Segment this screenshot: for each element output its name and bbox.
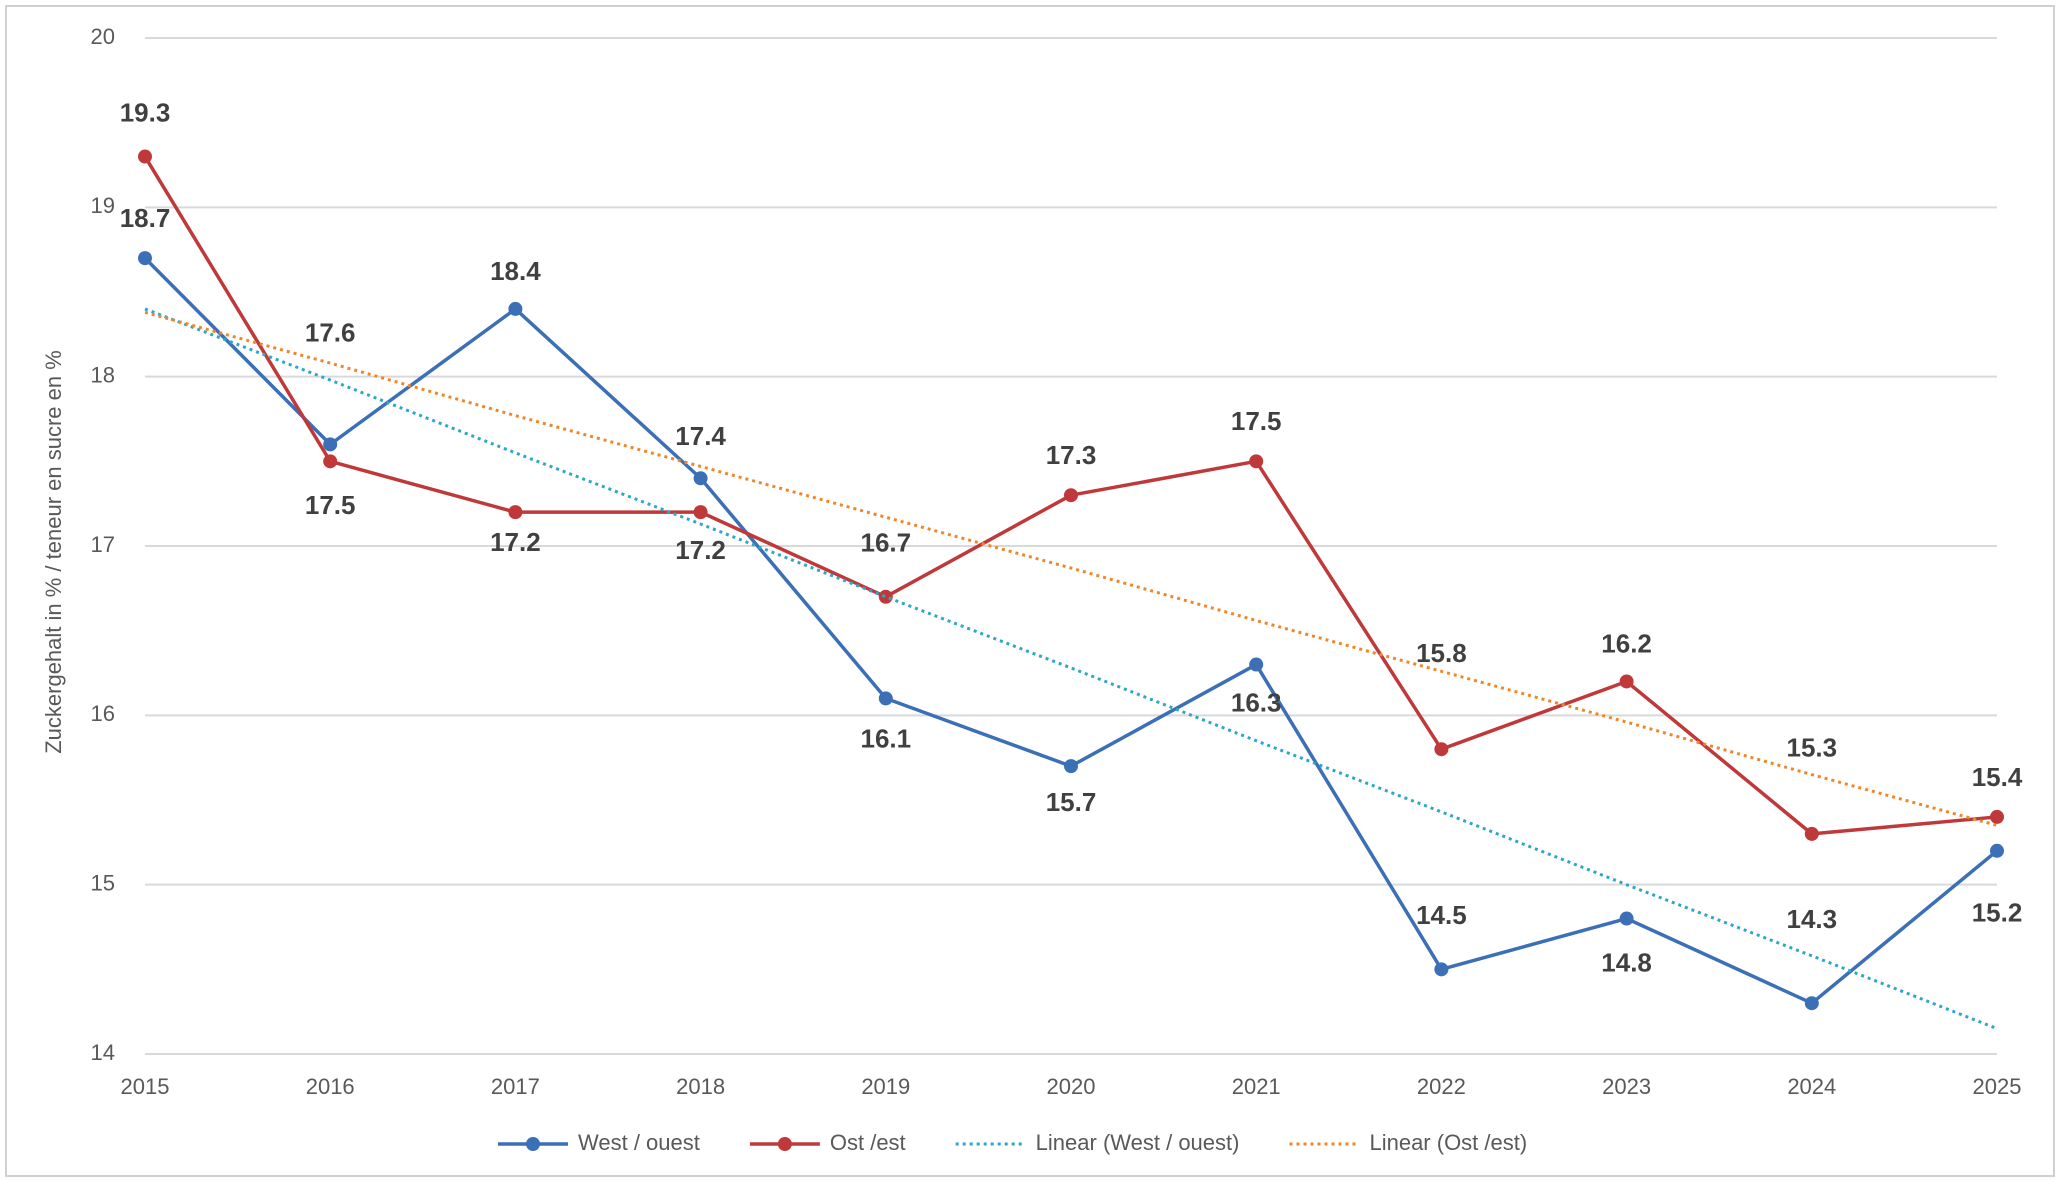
point	[1434, 742, 1449, 757]
point	[138, 251, 152, 266]
point	[1804, 826, 1819, 841]
legend-label: Ost /est	[830, 1130, 906, 1155]
x-tick-label: 2023	[1602, 1074, 1651, 1099]
y-tick-label: 16	[91, 701, 115, 726]
point	[1064, 759, 1078, 774]
legend: West / ouest Ost /est Linear (West / ouest…	[498, 1130, 1527, 1155]
data-label: 18.7	[120, 203, 171, 233]
data-label: 17.5	[305, 490, 356, 520]
point	[323, 437, 338, 452]
legend-marker	[777, 1137, 792, 1151]
point	[693, 471, 708, 486]
legend-item: Ost /est	[749, 1130, 906, 1155]
legend-item: Linear (West / ouest)	[955, 1130, 1240, 1155]
data-label: 17.4	[675, 421, 726, 451]
point	[1990, 843, 2004, 858]
x-tick-label: 2021	[1232, 1074, 1281, 1099]
point	[878, 589, 893, 604]
point	[508, 301, 523, 316]
point	[878, 691, 893, 706]
point	[323, 454, 338, 469]
data-label: 15.4	[1972, 762, 2023, 792]
data-label: 17.2	[490, 527, 541, 557]
data-label: 19.3	[120, 97, 171, 127]
data-label: 14.3	[1786, 904, 1837, 934]
y-tick-label: 14	[91, 1040, 115, 1065]
data-label: 17.3	[1046, 440, 1097, 470]
data-label: 17.6	[305, 317, 356, 347]
y-tick-label: 20	[91, 24, 115, 49]
point	[1804, 996, 1819, 1011]
point	[693, 505, 708, 520]
y-tick-label: 19	[91, 193, 115, 218]
data-label: 16.7	[860, 528, 911, 558]
point	[1064, 488, 1078, 503]
legend-label: Linear (West / ouest)	[1036, 1130, 1240, 1155]
data-label: 18.4	[490, 256, 541, 286]
y-tick-label: 15	[91, 870, 115, 895]
y-tick-label: 17	[91, 532, 115, 557]
data-label: 14.5	[1416, 900, 1467, 930]
x-tick-label: 2022	[1417, 1074, 1466, 1099]
point	[138, 149, 152, 164]
legend-item: Linear (Ost /est)	[1289, 1130, 1527, 1155]
x-tick-label: 2020	[1047, 1074, 1096, 1099]
data-label: 17.5	[1231, 406, 1282, 436]
data-label: 17.2	[675, 535, 726, 565]
legend-marker	[526, 1137, 540, 1151]
y-axis-title: Zuckergehalt in % / teneur en sucre en %	[41, 350, 66, 754]
point	[1619, 674, 1634, 689]
x-tick-label: 2019	[861, 1074, 910, 1099]
y-tick-label: 18	[91, 362, 115, 387]
point	[1434, 962, 1449, 977]
x-tick-label: 2017	[491, 1074, 540, 1099]
point	[1249, 454, 1264, 469]
legend-label: West / ouest	[578, 1130, 700, 1155]
x-tick-label: 2015	[121, 1074, 170, 1099]
data-label: 16.1	[860, 723, 911, 753]
x-tick-label: 2018	[676, 1074, 725, 1099]
data-label: 15.3	[1786, 733, 1837, 763]
data-label: 16.3	[1231, 687, 1282, 717]
point	[508, 505, 523, 520]
x-tick-label: 2016	[306, 1074, 355, 1099]
trend-line	[144, 310, 1998, 827]
data-label: 15.7	[1046, 787, 1097, 817]
point	[1619, 911, 1634, 926]
x-tick-label: 2024	[1787, 1074, 1836, 1099]
legend-item: West / ouest	[498, 1130, 700, 1155]
data-label: 14.8	[1601, 947, 1652, 977]
data-label: 16.2	[1601, 628, 1652, 658]
x-tick-label: 2025	[1973, 1074, 2022, 1099]
data-label: 15.8	[1416, 638, 1467, 668]
data-label: 15.2	[1972, 898, 2023, 928]
legend-label: Linear (Ost /est)	[1369, 1130, 1527, 1155]
point	[1249, 657, 1264, 672]
chart-border	[5, 5, 2055, 1177]
trend-line	[144, 307, 1998, 1030]
point	[1990, 809, 2004, 824]
